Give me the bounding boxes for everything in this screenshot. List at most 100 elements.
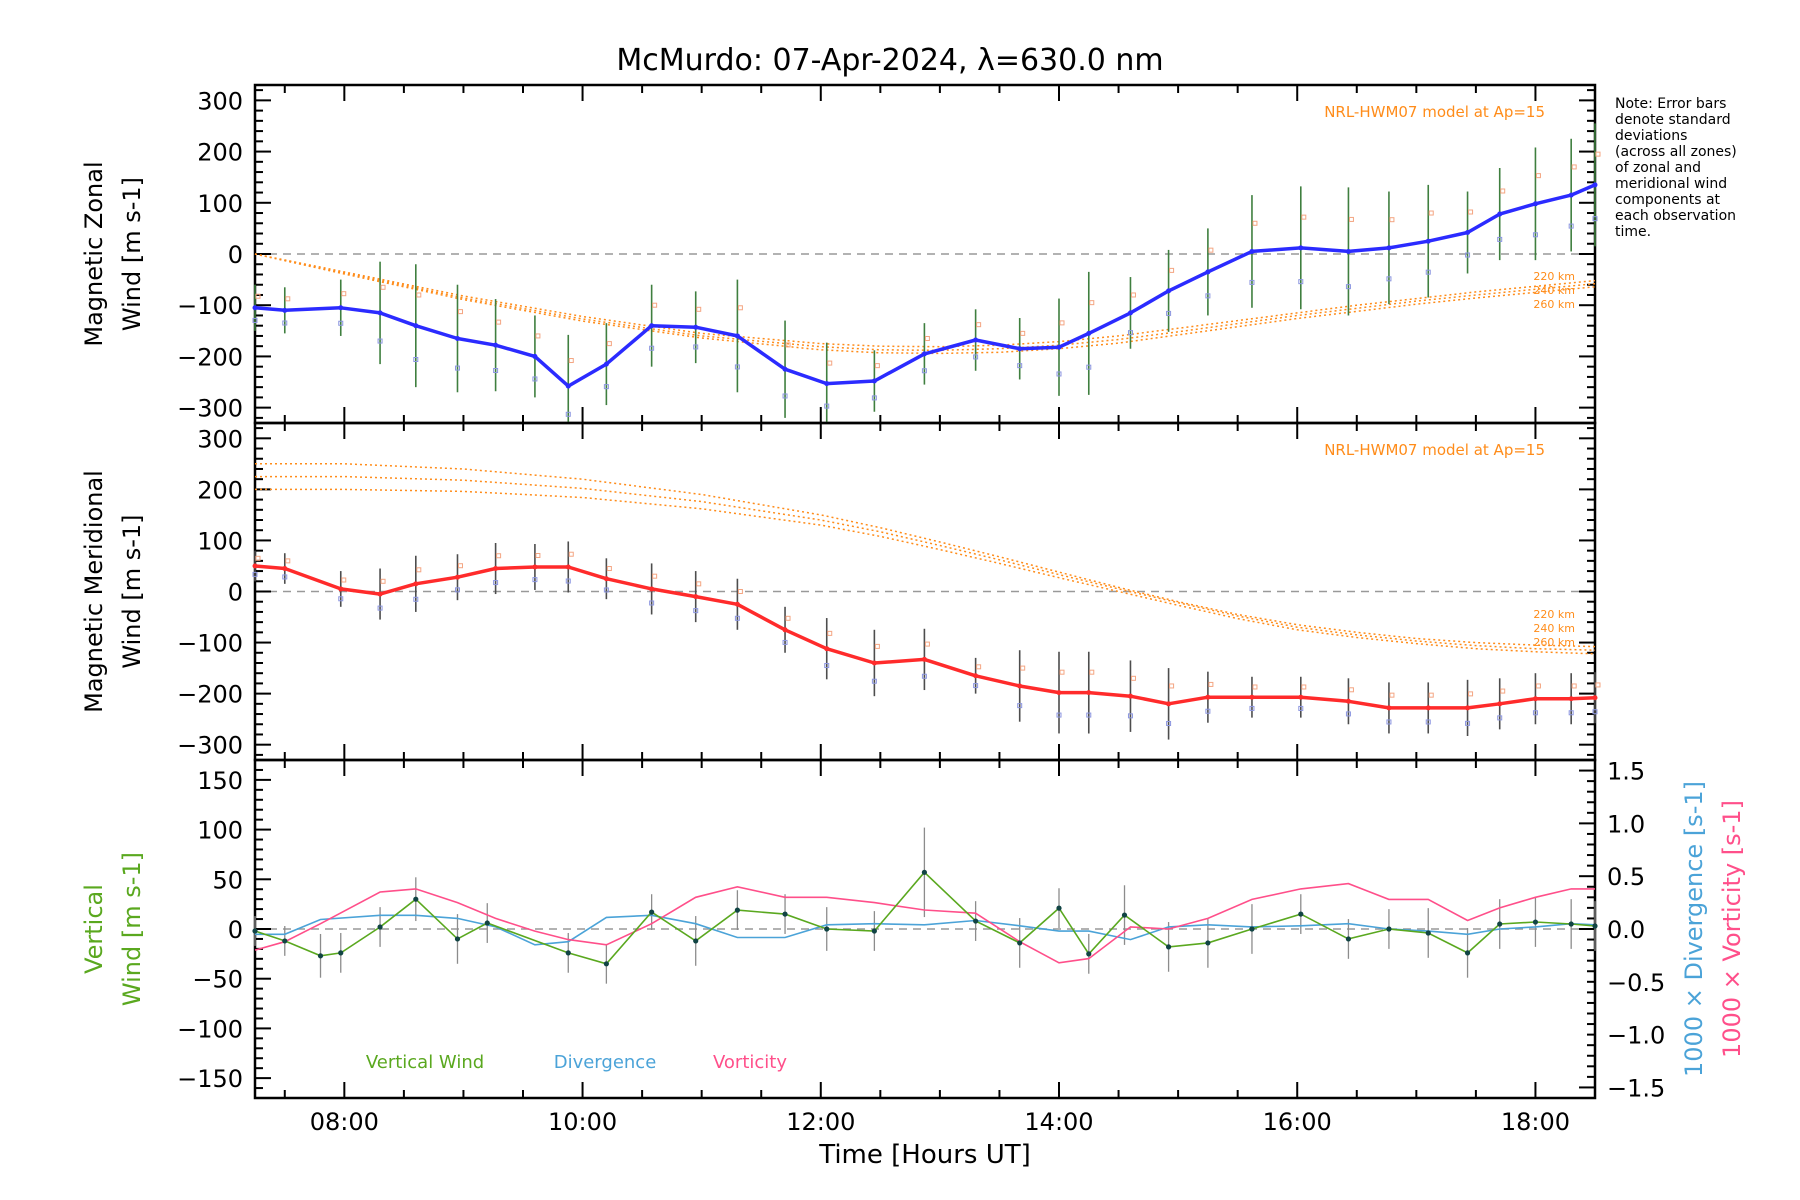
- vertical-wind-point: [317, 953, 324, 959]
- data-point: [454, 336, 460, 341]
- y-tick-label: −300: [177, 732, 243, 760]
- zone-sample: [413, 596, 419, 602]
- zone-sample: [737, 589, 743, 594]
- note-line-7: each observation: [1615, 208, 1736, 224]
- vertical-wind-point: [484, 920, 490, 926]
- zone-sample: [377, 605, 383, 611]
- data-point: [1425, 238, 1431, 244]
- data-point: [1465, 229, 1471, 235]
- data-point: [338, 305, 344, 311]
- data-point: [603, 576, 609, 582]
- zone-sample: [1468, 691, 1474, 697]
- zone-sample: [1535, 683, 1541, 689]
- zone-sample: [1020, 665, 1026, 671]
- zone-sample: [1465, 720, 1471, 726]
- zone-sample: [976, 322, 982, 328]
- y-tick-label: 100: [197, 190, 243, 218]
- zonal-wind-line: [254, 183, 1596, 388]
- zone-sample: [921, 673, 927, 679]
- data-point: [734, 333, 740, 339]
- data-point: [693, 324, 699, 330]
- zone-sample: [568, 358, 574, 364]
- model-curve-260km: [255, 488, 1596, 655]
- zone-sample: [1348, 216, 1354, 222]
- data-point: [1425, 705, 1431, 711]
- y-right-tick-label: 0.5: [1607, 863, 1645, 891]
- data-point: [603, 361, 609, 367]
- zone-sample: [1592, 709, 1598, 715]
- zone-sample: [454, 365, 460, 371]
- data-point: [532, 564, 538, 570]
- zone-sample: [871, 678, 877, 684]
- zone-sample: [921, 368, 927, 374]
- zone-sample: [1301, 684, 1307, 690]
- altitude-label: 240 km: [1533, 622, 1575, 635]
- model-label: NRL-HWM07 model at Ap=15: [1324, 103, 1545, 121]
- x-tick-label: 18:00: [1501, 1108, 1570, 1136]
- zone-sample: [532, 577, 538, 583]
- zone-sample: [871, 395, 877, 401]
- zone-sample: [1595, 682, 1601, 688]
- vertical-wind-point: [1249, 926, 1255, 932]
- altitude-label: 220 km: [1533, 608, 1575, 621]
- zone-sample: [496, 319, 502, 325]
- zone-sample: [1301, 214, 1307, 220]
- zone-sample: [380, 284, 386, 290]
- zone-sample: [696, 306, 702, 312]
- zone-sample: [1208, 247, 1214, 253]
- data-point: [1592, 182, 1598, 188]
- zone-sample: [341, 291, 347, 297]
- zone-sample: [1500, 188, 1506, 194]
- data-point: [377, 310, 383, 316]
- data-point: [693, 594, 699, 600]
- vertical-wind-point: [282, 938, 288, 944]
- data-point: [1592, 695, 1598, 701]
- zone-sample: [824, 403, 830, 409]
- zone-sample: [493, 580, 499, 586]
- legend-vorticity: Vorticity: [713, 1052, 787, 1073]
- zone-sample: [1497, 715, 1503, 721]
- zone-sample: [1389, 217, 1395, 223]
- zone-sample: [1166, 310, 1172, 316]
- data-point: [532, 353, 538, 359]
- y-tick-label: 100: [197, 817, 243, 845]
- vertical-wind-point: [1497, 921, 1503, 927]
- zone-sample: [652, 302, 658, 308]
- note-line-3: (across all zones): [1615, 144, 1737, 160]
- zone-sample: [282, 574, 288, 580]
- vertical-wind-point: [1086, 951, 1092, 957]
- meridional-wind-line: [254, 564, 1596, 710]
- zone-sample: [457, 563, 463, 569]
- zone-sample: [454, 587, 460, 593]
- data-point: [1017, 683, 1023, 689]
- zone-sample: [606, 341, 612, 347]
- model-label: NRL-HWM07 model at Ap=15: [1324, 441, 1545, 459]
- x-tick-label: 10:00: [548, 1108, 617, 1136]
- data-point: [1086, 330, 1092, 336]
- zone-sample: [565, 411, 571, 417]
- zone-sample: [1345, 284, 1351, 290]
- y-tick-label: −50: [192, 966, 243, 994]
- y-tick-label: 200: [197, 139, 243, 167]
- data-point: [454, 574, 460, 580]
- vertical-wind-point: [1592, 923, 1598, 929]
- data-point: [1532, 201, 1538, 207]
- y-tick-label: 0: [228, 241, 243, 269]
- data-point: [377, 591, 383, 597]
- zone-sample: [734, 364, 740, 370]
- vertical-wind-point: [252, 928, 258, 934]
- data-point: [565, 383, 571, 389]
- zone-sample: [652, 573, 658, 579]
- data-point: [493, 566, 499, 572]
- zone-sample: [1468, 209, 1474, 215]
- zone-sample: [416, 567, 422, 573]
- zone-sample: [380, 578, 386, 584]
- y-tick-label: 300: [197, 87, 243, 115]
- zone-sample: [1127, 330, 1133, 336]
- zone-sample: [782, 639, 788, 645]
- vertical-wind-point: [734, 907, 741, 913]
- zone-sample: [1056, 712, 1062, 718]
- zone-sample: [696, 581, 702, 587]
- data-point: [1386, 245, 1392, 251]
